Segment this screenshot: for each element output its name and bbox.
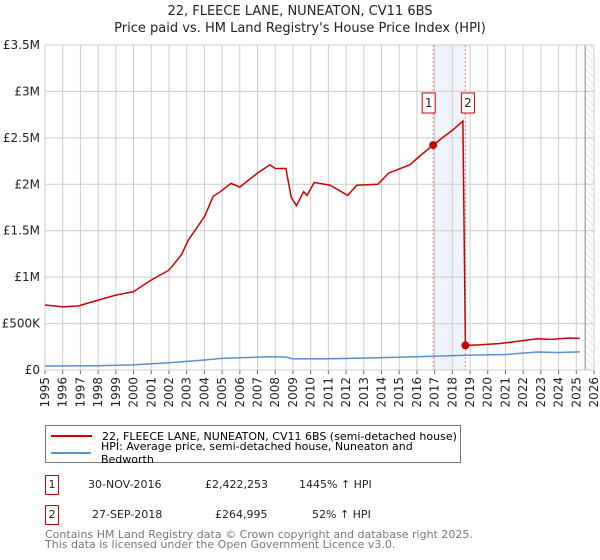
legend-blue-line — [51, 452, 91, 454]
x-tick-label: 1996 — [56, 377, 70, 408]
legend-label-property: 22, FLEECE LANE, NUNEATON, CV11 6BS (sem… — [102, 429, 457, 443]
hpi-line — [44, 351, 580, 367]
x-tick-label: 2006 — [233, 377, 247, 408]
y-tick-label: £2M — [14, 177, 40, 191]
x-tick-label: 2003 — [180, 377, 194, 408]
chart-subtitle: Price paid vs. HM Land Registry's House … — [114, 21, 486, 36]
x-tick-label: 1999 — [109, 377, 123, 408]
x-tick-label: 2015 — [392, 377, 406, 408]
y-tick-label: £2.5M — [3, 131, 40, 145]
sale-flag-label: 1 — [425, 96, 433, 110]
x-tick-label: 2023 — [534, 377, 548, 408]
y-tick-label: £1M — [14, 270, 40, 284]
forecast-hatch — [585, 45, 594, 370]
x-tick-label: 2017 — [428, 377, 442, 408]
x-tick-label: 2011 — [321, 377, 335, 408]
sale-price: £264,995 — [215, 508, 268, 521]
legend-red-line — [51, 435, 92, 437]
sale-hpi: 52% ↑ HPI — [312, 508, 371, 521]
sale-point-1 — [429, 141, 438, 150]
footer: Contains HM Land Registry data © Crown c… — [45, 528, 473, 551]
x-tick-label: 2025 — [569, 377, 583, 408]
sale-row-2: 2 27-SEP-2018 £264,995 52% ↑ HPI — [45, 505, 465, 525]
sale-row-1: 1 30-NOV-2016 £2,422,253 1445% ↑ HPI — [45, 475, 465, 495]
x-tick-label: 2014 — [374, 377, 388, 408]
sale-date: 27-SEP-2018 — [92, 508, 163, 521]
property-price-line — [44, 119, 580, 347]
legend: 22, FLEECE LANE, NUNEATON, CV11 6BS (sem… — [45, 425, 461, 466]
footer-line-2: This data is licensed under the Open Gov… — [45, 538, 396, 551]
x-tick-label: 2007 — [251, 377, 265, 408]
sale-marker-1: 1 — [45, 475, 59, 495]
footer-line-1: Contains HM Land Registry data © Crown c… — [45, 528, 473, 541]
x-tick-label: 2008 — [268, 377, 282, 408]
x-tick-label: 2020 — [481, 377, 495, 408]
sale-price: £2,422,253 — [205, 478, 268, 491]
sale-flag-label: 2 — [464, 96, 472, 110]
sale-point-2 — [461, 341, 470, 350]
x-tick-label: 2021 — [498, 377, 512, 408]
x-tick-label: 2024 — [552, 377, 566, 408]
x-tick-label: 2016 — [410, 377, 424, 408]
y-tick-label: £1.5M — [3, 224, 40, 238]
x-tick-label: 2001 — [144, 377, 158, 408]
sale-period-shading — [433, 45, 466, 370]
x-tick-label: 2022 — [516, 377, 530, 408]
x-tick-label: 2019 — [463, 377, 477, 408]
chart-title: 22, FLEECE LANE, NUNEATON, CV11 6BS — [167, 4, 433, 19]
x-tick-label: 2000 — [127, 377, 141, 408]
legend-label-hpi: HPI: Average price, semi-detached house,… — [100, 440, 413, 466]
sale-date: 30-NOV-2016 — [88, 478, 162, 491]
x-tick-label: 2010 — [304, 377, 318, 408]
y-tick-label: £3.5M — [3, 38, 40, 52]
x-tick-label: 2012 — [339, 377, 353, 408]
sale-hpi: 1445% ↑ HPI — [299, 478, 372, 491]
sale-flag-2 — [460, 92, 475, 114]
sale-flag-1 — [421, 92, 436, 114]
plot-area: 1995 1996 1997 1998 1999 2000 2001 2002 2003 2004… — [2, 38, 600, 408]
plot-border — [44, 44, 595, 371]
x-tick-label: 1997 — [73, 377, 87, 408]
x-tick-label: 2013 — [357, 377, 371, 408]
y-tick-label: £500K — [2, 317, 42, 331]
x-tick-label: 2004 — [197, 377, 211, 408]
sale-marker-2: 2 — [45, 505, 59, 525]
x-tick-label: 2005 — [215, 377, 229, 408]
x-tick-label: 1998 — [91, 377, 105, 408]
x-tick-label: 2026 — [587, 377, 600, 408]
x-tick-label: 2009 — [286, 377, 300, 408]
y-tick-label: £0 — [25, 363, 40, 377]
x-tick-label: 2018 — [445, 377, 459, 408]
x-tick-label: 1995 — [38, 377, 52, 408]
y-tick-label: £3M — [14, 84, 40, 98]
x-tick-label: 2002 — [162, 377, 176, 408]
